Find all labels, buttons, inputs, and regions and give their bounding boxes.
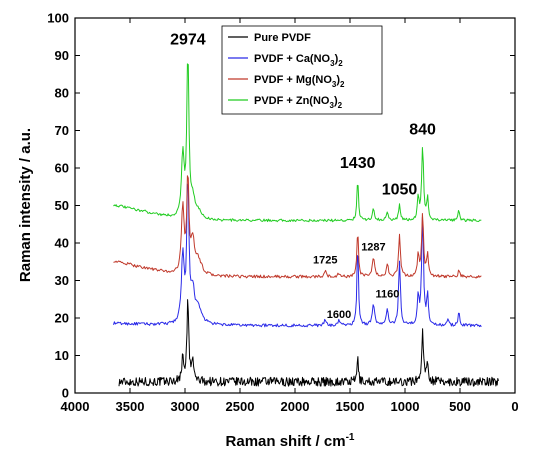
x-axis-label-main: Raman shift / cm [226, 433, 346, 450]
series-layer [113, 63, 499, 387]
series-line-2 [113, 183, 482, 328]
peak-label: 1050 [382, 181, 418, 198]
legend: Pure PVDF PVDF + Ca(NO3)2 PVDF + Mg(NO3)2 P… [221, 25, 383, 115]
y-tick-label: 20 [55, 311, 69, 326]
x-tick-label: 500 [449, 399, 471, 414]
x-axis-label-superscript: -1 [346, 432, 355, 443]
legend-label: Pure PVDF [254, 32, 311, 44]
peak-label: 840 [409, 121, 436, 138]
peak-annotations: 2974 1430 1050 840 1725 1287 1160 1600 [170, 31, 436, 321]
axes: 4000 3500 3000 2500 2000 1500 1000 500 0 0 10 20 30 4… [47, 11, 518, 415]
series-line-1 [118, 299, 499, 387]
x-tick-label: 0 [511, 399, 518, 414]
y-tick-label: 10 [55, 348, 69, 363]
y-tick-label: 60 [55, 161, 69, 176]
legend-label: PVDF + Ca(NO3)2 [254, 53, 343, 68]
series-line-4 [113, 63, 482, 223]
x-tick-label: 4000 [61, 399, 90, 414]
x-tick-label: 2000 [281, 399, 310, 414]
peak-label: 2974 [170, 31, 206, 48]
legend-box [221, 25, 383, 115]
peak-label: 1600 [327, 309, 351, 321]
series-line-3 [113, 175, 482, 279]
y-tick-label: 40 [55, 236, 69, 251]
peak-label: 1160 [375, 288, 399, 300]
y-axis-label: Raman intensity / a.u. [17, 128, 34, 282]
x-tick-label: 3500 [116, 399, 145, 414]
legend-label: PVDF + Zn(NO3)2 [254, 95, 343, 110]
x-axis-label: Raman shift / cm-1 [226, 432, 355, 450]
x-tick-label: 1500 [336, 399, 365, 414]
x-tick-label: 1000 [391, 399, 420, 414]
peak-label: 1430 [340, 155, 376, 172]
y-tick-label: 70 [55, 123, 69, 138]
y-tick-label: 100 [47, 11, 69, 26]
x-tick-label: 3000 [171, 399, 200, 414]
y-tick-label: 80 [55, 86, 69, 101]
peak-label: 1287 [361, 242, 385, 254]
y-tick-label: 50 [55, 198, 69, 213]
y-tick-label: 0 [62, 386, 69, 401]
y-tick-label: 90 [55, 48, 69, 63]
peak-label: 1725 [313, 255, 337, 267]
x-tick-label: 2500 [226, 399, 255, 414]
legend-label: PVDF + Mg(NO3)2 [254, 74, 345, 89]
y-tick-label: 30 [55, 273, 69, 288]
